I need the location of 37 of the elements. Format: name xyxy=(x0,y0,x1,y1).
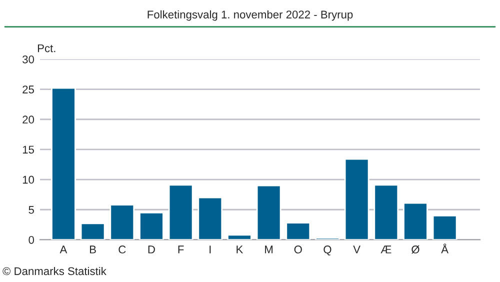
x-tick-label: I xyxy=(210,246,211,254)
bar xyxy=(403,202,428,240)
x-tick-label: B xyxy=(90,246,96,254)
bar xyxy=(227,234,252,240)
y-tick-label: 5 xyxy=(28,206,34,214)
bar xyxy=(198,196,223,240)
y-tick-label: 20 xyxy=(22,116,34,124)
bar xyxy=(51,87,76,240)
x-tick-label: D xyxy=(148,246,155,254)
x-tick-label: F xyxy=(178,246,184,254)
x-tick-label: K xyxy=(236,246,244,254)
bar xyxy=(168,184,194,240)
bar xyxy=(80,222,106,240)
x-tick-label: V xyxy=(353,246,360,254)
x-tick-label: Å xyxy=(441,244,448,254)
y-tick-label: 10 xyxy=(22,176,34,184)
x-tick-label: M xyxy=(265,246,273,254)
x-tick-label: O xyxy=(294,246,302,254)
text: © Danmarks Statistik xyxy=(2,266,106,276)
y-tick-label: 0 xyxy=(28,236,34,244)
y-tick-label: 25 xyxy=(22,86,34,94)
y-tick-label: 15 xyxy=(22,146,34,154)
x-tick-label: Q xyxy=(324,246,332,256)
bar xyxy=(139,212,164,240)
bar xyxy=(432,214,458,240)
y-tick-label: 30 xyxy=(22,55,34,64)
chart-title: Folketingsvalg 1. november 2022 - Bryrup xyxy=(148,10,353,21)
bar xyxy=(110,204,135,240)
bar xyxy=(256,184,282,240)
x-tick-label: A xyxy=(60,246,68,254)
y-axis-title: Pct. xyxy=(38,44,56,52)
bar xyxy=(344,158,370,240)
x-tick-label: Ø xyxy=(412,245,420,254)
bar xyxy=(286,222,311,240)
x-tick-label: C xyxy=(118,246,126,254)
bar xyxy=(374,184,399,240)
x-tick-label: Æ xyxy=(380,246,392,254)
